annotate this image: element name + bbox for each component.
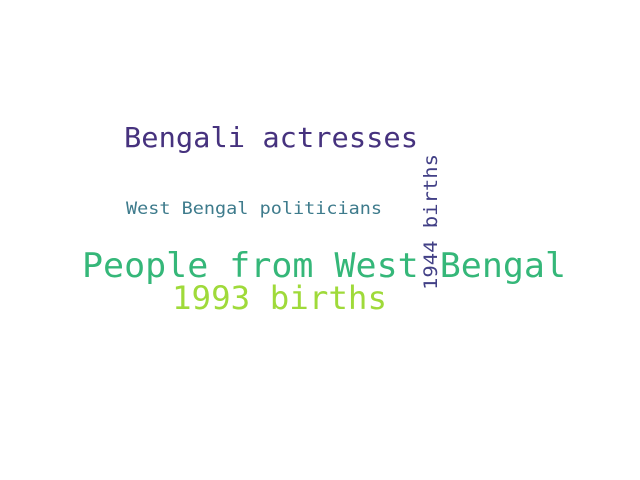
word-people-from-west-bengal: People from West Bengal [82,246,566,286]
word-west-bengal-politicians: West Bengal politicians [126,199,382,219]
word-bengali-actresses: Bengali actresses [124,121,418,154]
word-1944-births: 1944 births [420,154,442,290]
word-1993-births: 1993 births [172,279,387,317]
